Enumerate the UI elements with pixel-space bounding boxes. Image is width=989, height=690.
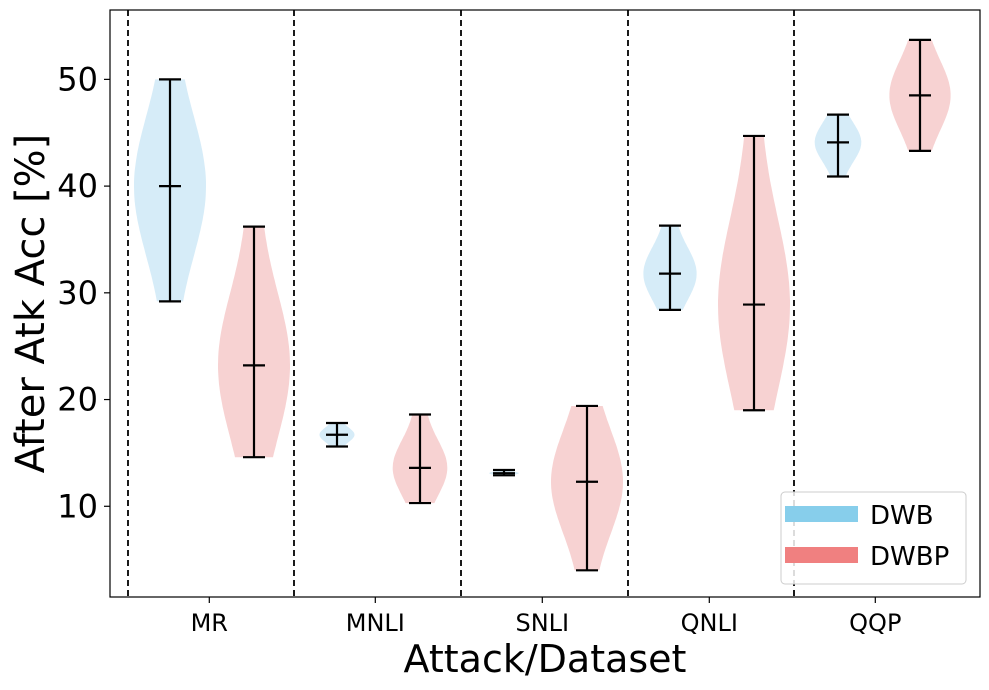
x-tick-label-qnli: QNLI	[681, 609, 738, 637]
plot-frame	[109, 9, 981, 598]
y-tick-label-40: 40	[57, 167, 98, 205]
legend-swatch-dwbp	[785, 547, 858, 563]
x-tick-label-mr: MR	[191, 609, 228, 637]
x-axis: MR MNLI SNLI QNLI QQP	[191, 597, 901, 637]
legend-label-dwb: DWB	[870, 501, 934, 531]
legend: DWB DWBP	[780, 491, 967, 585]
x-tick-label-snli: SNLI	[515, 609, 569, 637]
x-tick-label-mnli: MNLI	[346, 609, 405, 637]
x-axis-label: Attack/Dataset	[404, 637, 687, 681]
y-tick-label-10: 10	[57, 487, 98, 525]
x-tick-label-qqp: QQP	[849, 609, 901, 637]
y-axis: 10 20 30 40 50	[57, 60, 110, 525]
y-axis-label: After Atk Acc [%]	[8, 134, 54, 474]
y-tick-label-50: 50	[57, 60, 98, 98]
range-bars-layer	[159, 38, 931, 572]
legend-label-dwbp: DWBP	[870, 542, 949, 572]
legend-swatch-dwb	[785, 506, 858, 522]
violins-layer	[134, 39, 951, 571]
category-separators	[127, 10, 795, 597]
y-tick-label-20: 20	[57, 381, 98, 419]
y-tick-label-30: 30	[57, 274, 98, 312]
